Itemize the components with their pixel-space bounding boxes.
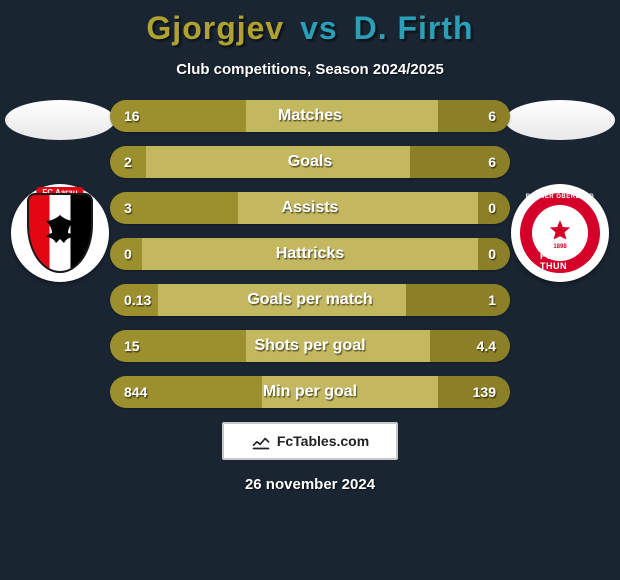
- site-name: FcTables.com: [277, 433, 369, 449]
- title-player1: Gjorgjev: [146, 10, 284, 46]
- bar-segment-left: [110, 284, 158, 316]
- club-badge-left: FC Aarau: [11, 184, 109, 282]
- subtitle: Club competitions, Season 2024/2025: [0, 61, 620, 78]
- thun-year: 1898: [553, 244, 566, 250]
- bar-segment-right: [438, 376, 510, 408]
- player1-photo-placeholder: [5, 100, 115, 140]
- bar-segment-left: [110, 238, 142, 270]
- stat-row: Matches166: [110, 100, 510, 132]
- stat-row: Goals per match0.131: [110, 284, 510, 316]
- comparison-title: Gjorgjev vs D. Firth: [0, 0, 620, 47]
- player2-photo-placeholder: [505, 100, 615, 140]
- chart-icon: [251, 431, 271, 451]
- bar-segment-mid: [246, 330, 430, 362]
- right-column: BERNER OBERLAND 1898 FC THUN: [500, 100, 620, 282]
- stat-row: Hattricks00: [110, 238, 510, 270]
- stat-row: Goals26: [110, 146, 510, 178]
- bar-segment-right: [406, 284, 510, 316]
- bar-segment-right: [478, 238, 510, 270]
- bar-segment-mid: [262, 376, 438, 408]
- site-badge: FcTables.com: [222, 422, 398, 460]
- eagle-icon: [38, 209, 82, 253]
- bar-segment-mid: [142, 238, 478, 270]
- bar-segment-right: [410, 146, 510, 178]
- bar-segment-left: [110, 376, 262, 408]
- bar-segment-left: [110, 330, 246, 362]
- bar-segment-left: [110, 100, 246, 132]
- fc-aarau-crest-icon: FC Aarau: [27, 193, 93, 273]
- bar-segment-mid: [246, 100, 438, 132]
- fc-thun-crest-icon: BERNER OBERLAND 1898 FC THUN: [520, 193, 600, 273]
- bar-segment-right: [438, 100, 510, 132]
- club-badge-right: BERNER OBERLAND 1898 FC THUN: [511, 184, 609, 282]
- bar-segment-mid: [158, 284, 406, 316]
- thun-arc-text: BERNER OBERLAND: [526, 194, 595, 200]
- bar-segment-left: [110, 192, 238, 224]
- bar-segment-right: [478, 192, 510, 224]
- bar-segment-mid: [238, 192, 478, 224]
- bar-segment-left: [110, 146, 146, 178]
- stat-row: Shots per goal154.4: [110, 330, 510, 362]
- comparison-stage: FC Aarau BERNER OBERLAND 1898 FC THUN: [0, 100, 620, 408]
- left-column: FC Aarau: [0, 100, 120, 282]
- stat-row: Assists30: [110, 192, 510, 224]
- title-player2: D. Firth: [354, 10, 474, 46]
- title-vs: vs: [300, 10, 338, 46]
- bar-segment-mid: [146, 146, 410, 178]
- thun-bottom-text: FC THUN: [540, 251, 580, 271]
- date-text: 26 november 2024: [0, 476, 620, 493]
- stat-rows: Matches166 Goals26 Assists30 Hattricks00 Goa…: [110, 100, 510, 408]
- bar-segment-right: [430, 330, 510, 362]
- stat-row: Min per goal844139: [110, 376, 510, 408]
